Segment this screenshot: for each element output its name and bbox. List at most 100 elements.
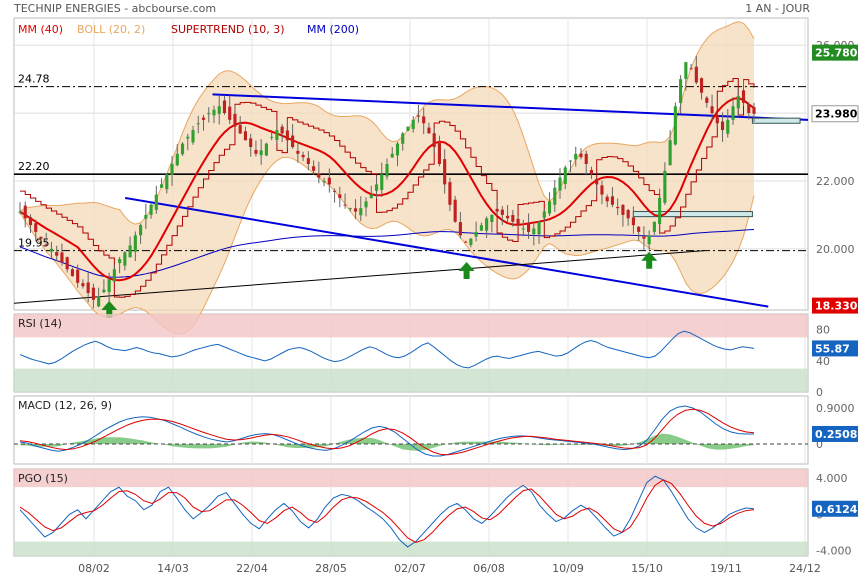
x-tick-label: 14/03 <box>157 562 189 575</box>
candle-body <box>275 130 279 140</box>
candle-body <box>191 130 195 143</box>
x-tick-label: 10/09 <box>552 562 584 575</box>
candle-body <box>684 62 688 79</box>
level-label: 22.20 <box>18 160 50 173</box>
candle-body <box>222 100 227 114</box>
price-badge-label: 18.330 <box>815 300 858 313</box>
candle-body <box>637 226 641 232</box>
candle-body <box>647 235 651 245</box>
pgo-line-pgo <box>19 475 755 548</box>
candle-body <box>128 245 132 258</box>
candle-body <box>165 174 169 190</box>
candle-body <box>102 289 106 293</box>
candle-body <box>631 217 635 226</box>
candle-body <box>390 153 394 158</box>
candle-body <box>49 248 54 252</box>
candle-body <box>149 204 153 215</box>
candle-body <box>616 206 620 209</box>
candle-body <box>715 115 719 124</box>
candle-body <box>474 231 478 237</box>
pgo-overbought-zone <box>14 469 808 488</box>
rsi-y-tick-label: 80 <box>816 324 830 337</box>
candle-body <box>427 127 431 134</box>
candle-body <box>97 296 101 307</box>
candle-body <box>416 115 421 117</box>
x-tick-label: 28/05 <box>315 562 347 575</box>
candle-body <box>212 109 216 116</box>
legend-entry: MM (40) <box>18 23 63 36</box>
x-tick-label: 24/12 <box>789 562 821 575</box>
macd-y-tick-label: 0 <box>816 438 823 451</box>
candle-body <box>521 228 525 230</box>
candle-body <box>180 143 185 155</box>
candle-body <box>44 244 48 246</box>
buy-arrow-icon <box>101 301 118 318</box>
candle-body <box>401 133 405 144</box>
candle-body <box>600 185 604 195</box>
price-badge-label: 23.980 <box>815 108 858 121</box>
candle-body <box>306 158 310 164</box>
candle-body <box>65 257 69 270</box>
legend-entry: MM (200) <box>307 23 359 36</box>
candle-body <box>464 241 468 243</box>
candle-body <box>70 269 74 277</box>
candle-body <box>133 235 137 252</box>
candle-body <box>500 209 504 215</box>
candle-body <box>689 68 693 70</box>
candle-body <box>233 113 237 127</box>
candle-body <box>238 124 242 134</box>
candle-body <box>652 221 656 232</box>
candle-body <box>107 279 111 293</box>
candle-body <box>563 167 567 184</box>
candle-body <box>579 153 583 158</box>
rsi-value-badge <box>812 340 858 357</box>
candle-body <box>479 225 483 231</box>
candle-body <box>259 150 263 156</box>
candle-body <box>700 78 704 93</box>
pgo-value-label: 0.6124 <box>815 503 858 516</box>
pgo-oversold-zone <box>14 541 808 556</box>
candle-body <box>123 252 127 266</box>
candle-body <box>23 205 27 219</box>
buy-arrow-icon <box>458 261 475 279</box>
pgo-line-signal <box>19 479 755 543</box>
candle-body <box>589 169 594 175</box>
y-tick-label: 20.000 <box>816 243 855 256</box>
candle-body <box>327 177 331 185</box>
candle-body <box>86 282 90 294</box>
candle-body <box>312 166 316 171</box>
buy-arrow-icon <box>641 251 658 269</box>
x-tick-label: 19/11 <box>710 562 742 575</box>
candle-body <box>406 126 410 131</box>
candle-body <box>469 238 473 245</box>
candle-body <box>736 96 740 109</box>
level-label: 19.95 <box>18 237 50 250</box>
candle-body <box>186 136 190 139</box>
pgo-title: PGO (15) <box>18 472 68 485</box>
bollinger-upper-line <box>19 21 755 225</box>
candle-body <box>558 177 562 191</box>
rsi-y-tick-label: 40 <box>816 355 830 368</box>
candle-body <box>338 194 342 198</box>
candle-body <box>112 269 116 282</box>
candle-body <box>343 204 347 206</box>
candle-body <box>175 153 179 166</box>
candle-body <box>296 150 300 154</box>
candle-body <box>228 106 232 120</box>
candle-body <box>196 123 200 125</box>
candle-body <box>170 164 174 175</box>
mm200-line <box>19 229 755 278</box>
candle-body <box>542 211 546 218</box>
candle-body <box>359 208 363 216</box>
candle-body <box>458 222 462 236</box>
candle-body <box>369 194 373 199</box>
candle-body <box>553 187 557 205</box>
candle-body <box>301 154 305 158</box>
candle-body <box>353 208 358 212</box>
price-badge <box>811 105 859 123</box>
candle-body <box>76 269 80 283</box>
candle-body <box>710 106 714 114</box>
candle-body <box>333 190 337 192</box>
candle-body <box>201 117 206 120</box>
